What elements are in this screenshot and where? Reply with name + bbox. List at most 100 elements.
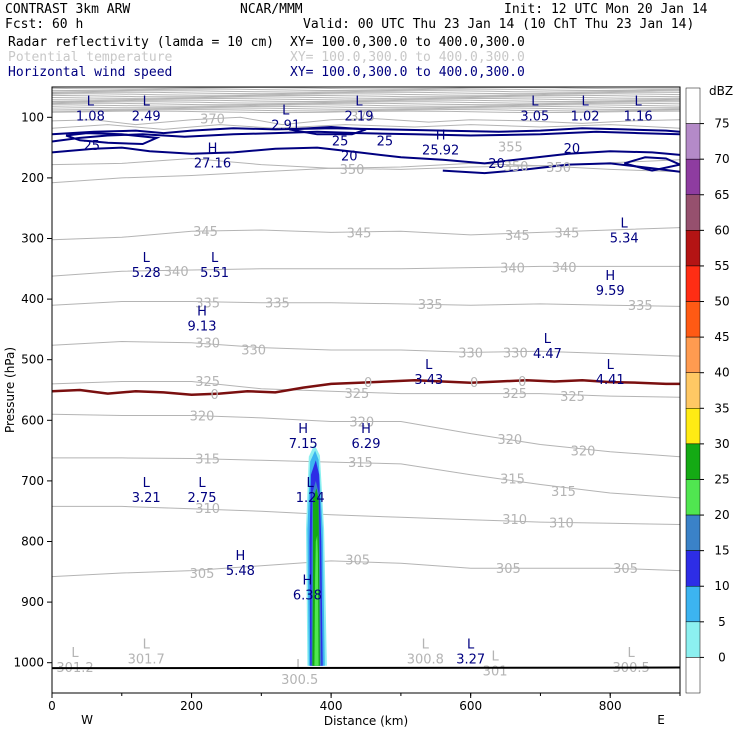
theta-label: 335 <box>265 297 290 312</box>
colorbar-swatch <box>685 194 701 231</box>
upper-theta-line <box>52 116 680 126</box>
extremum-value: 27.16 <box>194 156 231 171</box>
x-tick-label: 200 <box>180 699 203 713</box>
extremum-marker: H <box>436 129 446 144</box>
wind-label: 20 <box>488 157 505 172</box>
theta-label: 345 <box>193 225 218 240</box>
theta-label: 345 <box>347 226 372 241</box>
theta-label: 335 <box>418 298 443 313</box>
theta-label: 305 <box>345 554 370 569</box>
theta-contour-line <box>52 381 680 398</box>
colorbar-label: 45 <box>714 330 729 344</box>
theta-label: 340 <box>500 262 525 277</box>
extremum-value: 3.21 <box>132 491 161 506</box>
colorbar-swatch <box>685 585 701 623</box>
model-label: CONTRAST 3km ARW <box>5 2 131 17</box>
upper-theta-line <box>52 94 680 98</box>
freezing-level-line <box>52 379 680 397</box>
colorbar-label: 70 <box>714 152 729 166</box>
theta-label: 345 <box>505 229 530 244</box>
y-tick-label: 800 <box>21 535 44 549</box>
extremum-value: 300.5 <box>281 673 318 688</box>
upper-theta-line <box>52 87 680 90</box>
extremum-value: 6.38 <box>293 588 322 603</box>
extremum-marker: L <box>143 476 151 491</box>
theta-label: 330 <box>241 343 266 358</box>
extremum-value: 5.34 <box>610 231 639 246</box>
extremum-marker: L <box>143 251 151 266</box>
org-label: NCAR/MMM <box>240 2 303 17</box>
extremum-marker: H <box>236 549 246 564</box>
extremum-value: 4.41 <box>596 373 625 388</box>
y-tick-label: 500 <box>21 353 44 367</box>
valid-time: Valid: 00 UTC Thu 23 Jan 14 (10 ChT Thu … <box>303 17 695 32</box>
extremum-marker: L <box>282 104 290 119</box>
y-tick-label: 300 <box>21 232 44 246</box>
upper-theta-line <box>52 96 680 99</box>
upper-theta-line <box>52 88 680 92</box>
theta-contour-line <box>52 227 680 241</box>
colorbar-label: 5 <box>718 615 726 629</box>
field-name-wind: Horizontal wind speed <box>8 65 173 80</box>
upper-theta-line <box>52 101 680 104</box>
upper-theta-line <box>52 91 680 95</box>
extremum-marker: L <box>544 332 552 347</box>
colorbar-label: 10 <box>714 579 729 593</box>
x-tick-label: 400 <box>320 699 343 713</box>
extremum-marker: H <box>298 422 308 437</box>
theta-contours <box>52 157 680 578</box>
extremum-marker: L <box>211 251 219 266</box>
theta-contour-line <box>52 340 680 357</box>
theta-label: 355 <box>498 140 523 155</box>
wind-label: 20 <box>341 149 358 164</box>
extremum-value: 3.43 <box>414 373 443 388</box>
extremum-value: 1.02 <box>571 110 600 125</box>
wind-label: 25 <box>332 134 349 149</box>
extremum-value: 2.49 <box>132 110 161 125</box>
extremum-marker: L <box>296 658 304 673</box>
extremum-marker: L <box>531 95 539 110</box>
freezing-contour <box>52 379 680 397</box>
plot-frame <box>51 86 681 694</box>
colorbar-label: 50 <box>714 295 729 309</box>
west-label: W <box>81 713 93 727</box>
theta-label: 320 <box>190 409 215 424</box>
colorbar-swatch <box>685 123 701 160</box>
extremum-marker: L <box>198 476 206 491</box>
theta-label: 350 <box>504 160 529 175</box>
extremum-value: 2.19 <box>345 110 374 125</box>
colorbar-swatch <box>685 87 701 124</box>
axes: 0 200 400 600 800100200300400500600700800900… <box>13 110 681 713</box>
extremum-marker: H <box>197 304 207 319</box>
x-axis-label: Distance (km) <box>324 714 408 728</box>
extremum-marker: L <box>635 95 643 110</box>
colorbar-swatch <box>685 230 701 267</box>
extremum-value: 9.13 <box>188 319 217 334</box>
colorbar-label: 35 <box>714 401 729 415</box>
init-time: Init: 12 UTC Mon 20 Jan 14 <box>504 2 708 17</box>
extremum-value: 2.91 <box>271 119 300 134</box>
east-label: E <box>657 713 665 727</box>
extremum-marker: L <box>621 216 629 231</box>
theta-label: 330 <box>458 346 483 361</box>
colorbar-label: 15 <box>714 544 729 558</box>
wind-contour-line <box>442 162 680 175</box>
surface-line <box>51 666 681 670</box>
theta-label: 370 <box>200 113 225 128</box>
theta-label: 315 <box>500 472 525 487</box>
theta-label: 345 <box>555 226 580 241</box>
theta-label: 305 <box>190 567 215 582</box>
extremum-value: 301.7 <box>128 653 165 668</box>
extremum-value: 25.92 <box>422 144 459 159</box>
extremum-marker: H <box>208 141 218 156</box>
colorbar-swatch <box>685 158 701 196</box>
upper-theta-band <box>52 87 680 130</box>
upper-theta-line <box>52 107 680 110</box>
field-name-theta: Potential temperature <box>8 50 173 65</box>
colorbar-label: 65 <box>714 188 729 202</box>
y-axis-label: Pressure (hPa) <box>3 347 17 433</box>
extremum-marker: L <box>581 95 589 110</box>
colorbar-swatch <box>685 372 701 409</box>
